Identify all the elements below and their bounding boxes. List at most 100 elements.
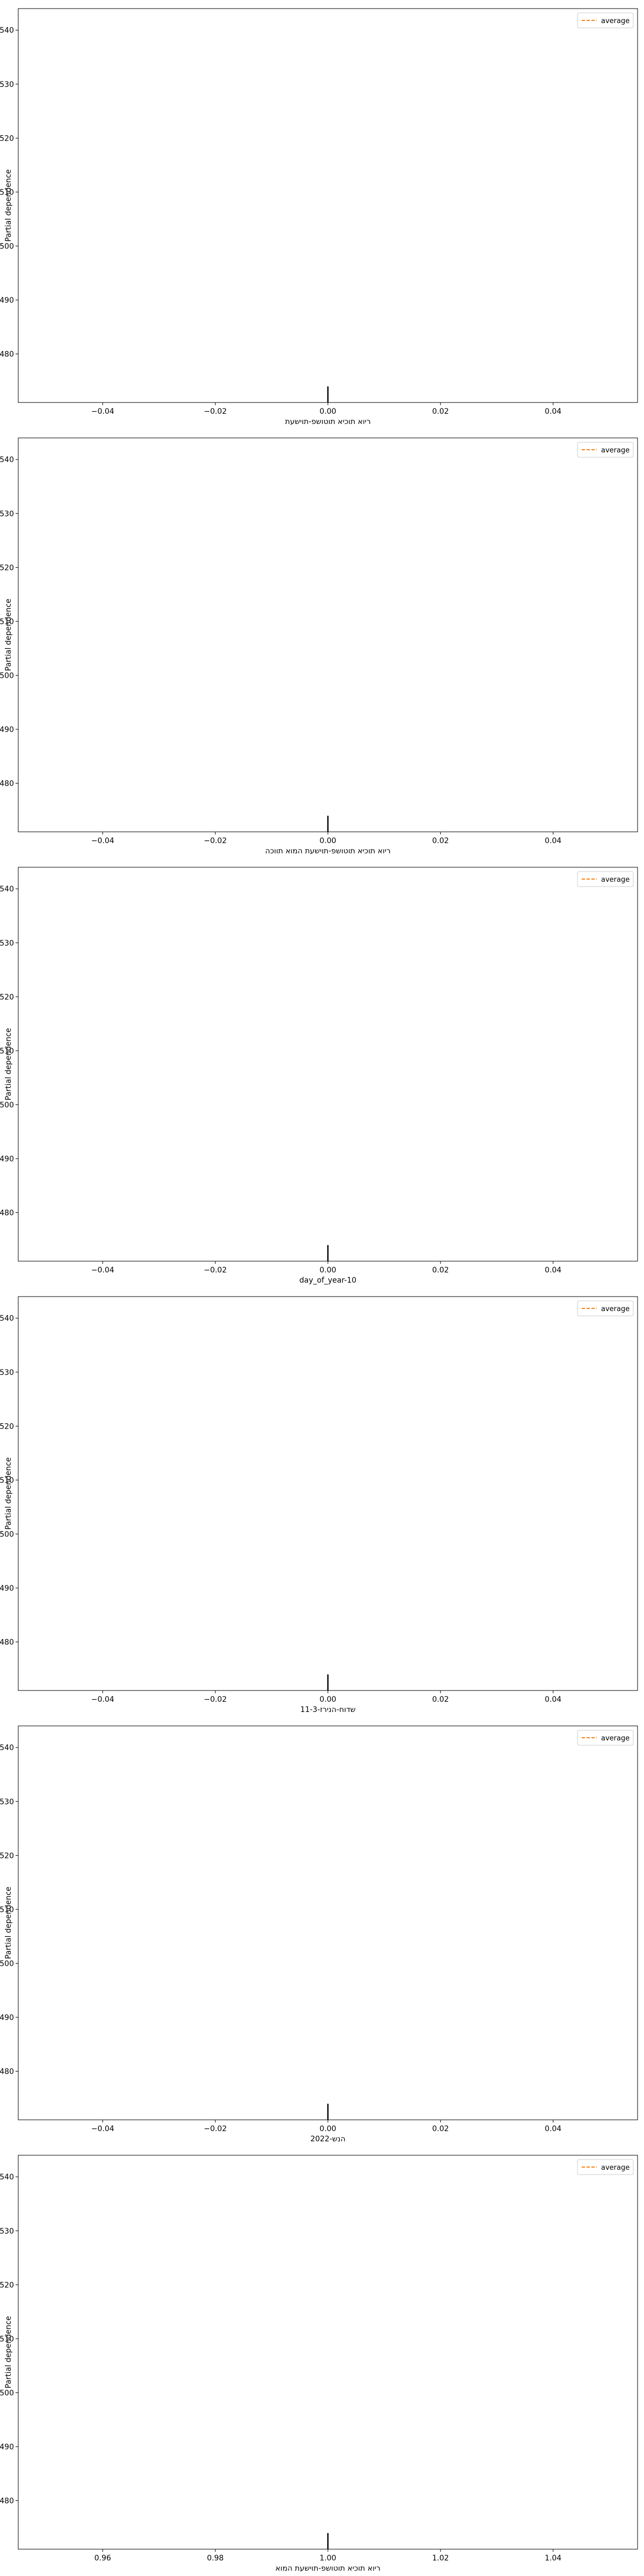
x-tick-label: 0.00 (319, 1266, 336, 1275)
y-axis-label: Partial dependence (4, 2316, 13, 2388)
x-tick-label: −0.02 (204, 1695, 227, 1704)
x-tick-label: −0.02 (204, 2125, 227, 2133)
y-axis-label: Partial dependence (4, 169, 13, 241)
x-tick-label: 0.96 (94, 2554, 111, 2563)
y-tick-label: 490 (0, 1584, 14, 1593)
y-tick-label: 510 (0, 1047, 14, 1056)
legend-box (577, 1300, 634, 1316)
x-tick-label: 1.02 (432, 2554, 449, 2563)
y-tick-label: 530 (0, 1368, 14, 1377)
plot-area-frame (18, 2155, 638, 2550)
y-tick-label: 520 (0, 564, 14, 572)
x-tick-label: −0.02 (204, 1266, 227, 1275)
x-tick-label: 0.00 (319, 407, 336, 416)
pd-chart-svg: 480 490 500 510 520 530 540 −0.04 −0.02 0.00 0.02 0… (0, 437, 638, 855)
pd-chart-svg: 480 490 500 510 520 530 540 −0.04 −0.02 0.00 0.02 0… (0, 1296, 638, 1714)
pd-panel-2: 480 490 500 510 520 530 540 −0.04 −0.02 0.00 0.02 0… (0, 429, 644, 859)
y-tick-label: 540 (0, 885, 14, 894)
y-tick-label: 480 (0, 2497, 14, 2506)
plot-area-frame (18, 8, 638, 403)
x-tick-label: 0.04 (545, 407, 561, 416)
legend-label-average: average (601, 1305, 630, 1313)
legend-box (577, 12, 634, 28)
x-tick-label: −0.02 (204, 407, 227, 416)
x-tick-label: 0.02 (432, 1695, 449, 1704)
x-tick-label: 1.00 (319, 2554, 336, 2563)
legend-box (577, 871, 634, 887)
y-tick-label: 530 (0, 510, 14, 518)
y-tick-label: 530 (0, 80, 14, 89)
x-tick-label: 0.04 (545, 1695, 561, 1704)
y-tick-label: 490 (0, 2014, 14, 2022)
pd-panel-5: 480 490 500 510 520 530 540 −0.04 −0.02 0.00 0.02 0… (0, 1717, 644, 2147)
pd-chart-svg: 480 490 500 510 520 530 540 −0.04 −0.02 0.00 0.02 0… (0, 867, 638, 1285)
y-tick-label: 520 (0, 1851, 14, 1860)
pd-panel-6: 480 490 500 510 520 530 540 0.96 0.98 1.00 1.02 1.0… (0, 2147, 644, 2576)
y-tick-label: 540 (0, 1314, 14, 1323)
y-tick-label: 510 (0, 1906, 14, 1914)
x-tick-label: 1.04 (545, 2554, 561, 2563)
y-tick-label: 520 (0, 134, 14, 143)
x-tick-label: 0.00 (319, 2125, 336, 2133)
x-tick-label: −0.04 (91, 2125, 114, 2133)
y-tick-label: 520 (0, 1422, 14, 1431)
x-tick-label: 0.02 (432, 1266, 449, 1275)
legend-label-average: average (601, 1735, 630, 1743)
y-tick-label: 500 (0, 1101, 14, 1109)
y-tick-label: 530 (0, 2227, 14, 2236)
x-tick-label: 0.02 (432, 407, 449, 416)
y-tick-label: 480 (0, 1209, 14, 1218)
x-axis-label: ריוא תוכיא תוטושפ-תוישעת המוא תווכה (265, 847, 391, 855)
plot-area-frame (18, 867, 638, 1262)
y-tick-label: 490 (0, 1155, 14, 1163)
x-axis-label: day_of_year-10 (299, 1276, 356, 1285)
y-axis-label: Partial dependence (4, 1028, 13, 1100)
y-tick-label: 490 (0, 2443, 14, 2451)
legend: average (577, 2159, 634, 2175)
x-tick-label: 0.02 (432, 837, 449, 845)
x-tick-label: 0.04 (545, 837, 561, 845)
x-tick-label: 0.04 (545, 1266, 561, 1275)
y-tick-label: 500 (0, 1959, 14, 1968)
y-tick-label: 530 (0, 939, 14, 948)
x-axis-label: שדוח-הנירז-11-3 (300, 1706, 355, 1714)
pd-panel-1: 480 490 500 510 520 530 540 −0.04 −0.02 0.00 0.02 0… (0, 0, 644, 429)
y-tick-label: 500 (0, 2389, 14, 2397)
legend-label-average: average (601, 876, 630, 884)
x-tick-label: −0.02 (204, 837, 227, 845)
legend-label-average: average (601, 17, 630, 25)
pd-panel-4: 480 490 500 510 520 530 540 −0.04 −0.02 0.00 0.02 0… (0, 1288, 644, 1717)
x-tick-label: −0.04 (91, 837, 114, 845)
y-tick-label: 490 (0, 296, 14, 305)
x-tick-label: 0.00 (319, 1695, 336, 1704)
plot-area-frame (18, 1296, 638, 1691)
x-axis-label: הנש-2022 (310, 2135, 345, 2143)
pd-chart-svg: 480 490 500 510 520 530 540 0.96 0.98 1.00 1.02 1.0… (0, 2155, 638, 2573)
legend: average (577, 871, 634, 887)
plot-area-frame (18, 437, 638, 832)
y-tick-label: 520 (0, 2281, 14, 2289)
plot-area-frame (18, 1725, 638, 2120)
x-tick-label: 0.98 (207, 2554, 224, 2563)
x-axis-label: ריוא תוכיא תוטושפ-תוישעת המוא (275, 2564, 380, 2573)
x-tick-label: 0.00 (319, 837, 336, 845)
pd-chart-svg: 480 490 500 510 520 530 540 −0.04 −0.02 0.00 0.02 0… (0, 8, 638, 426)
legend: average (577, 12, 634, 28)
legend-box (577, 2159, 634, 2175)
y-tick-label: 490 (0, 726, 14, 734)
y-tick-label: 480 (0, 780, 14, 788)
y-tick-label: 510 (0, 618, 14, 626)
y-axis-label: Partial dependence (4, 1886, 13, 1959)
y-tick-label: 540 (0, 456, 14, 464)
y-tick-label: 540 (0, 1744, 14, 1752)
x-tick-label: 0.04 (545, 2125, 561, 2133)
x-axis-label: ריוא תוכיא תוטושפ-תוישעת (285, 418, 371, 426)
x-tick-label: −0.04 (91, 407, 114, 416)
legend: average (577, 1730, 634, 1746)
legend-label-average: average (601, 447, 630, 455)
y-tick-label: 500 (0, 1530, 14, 1539)
pd-panel-3: 480 490 500 510 520 530 540 −0.04 −0.02 0.00 0.02 0… (0, 859, 644, 1288)
legend: average (577, 1300, 634, 1316)
legend-box (577, 442, 634, 458)
